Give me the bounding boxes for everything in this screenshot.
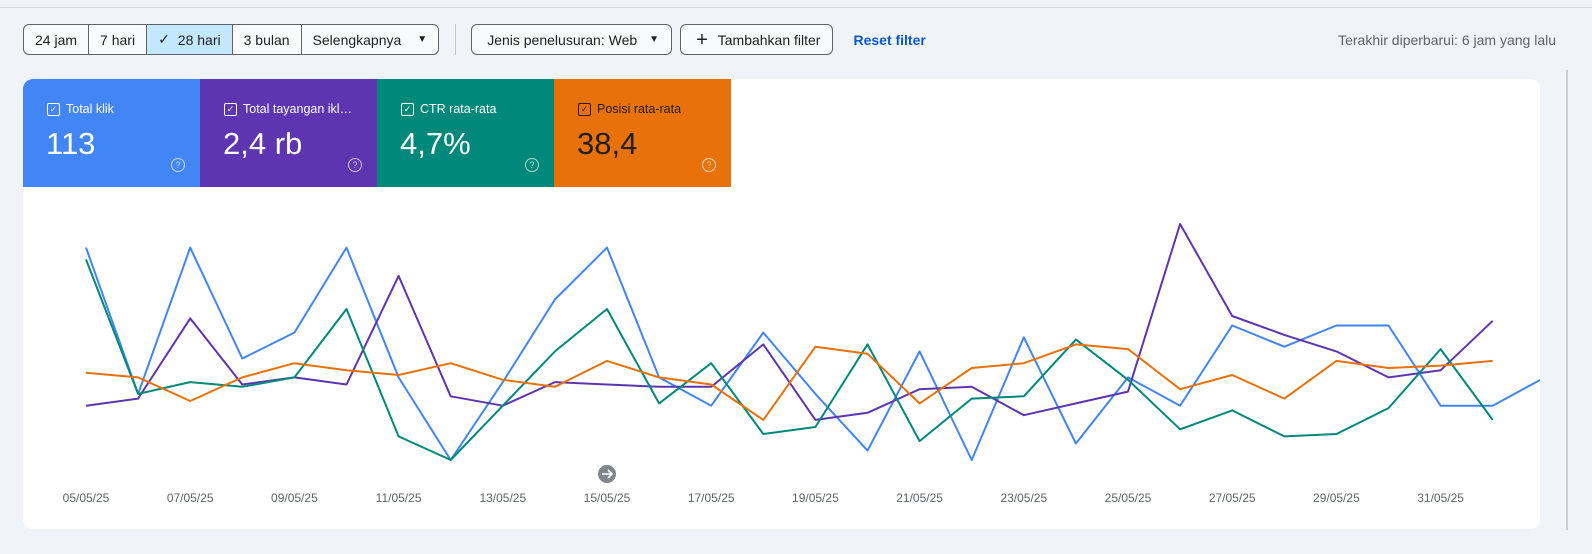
metric-value: 4,7% <box>400 126 471 161</box>
series-line-0[interactable] <box>85 246 1540 461</box>
metric-label: Total klik <box>66 102 114 116</box>
range-label: 7 hari <box>100 31 136 48</box>
x-tick-label: 27/05/25 <box>1209 491 1256 505</box>
last-updated-text: Terakhir diperbarui: 6 jam yang lalu <box>1338 32 1556 48</box>
metric-average-ctr[interactable]: ✓ CTR rata-rata 4,7% ? <box>377 79 554 187</box>
range-24h-button[interactable]: 24 jam <box>24 25 90 54</box>
help-icon[interactable]: ? <box>525 158 539 172</box>
date-range-selector: 24 jam 7 hari ✓ 28 hari 3 bulan Selengka… <box>23 24 440 55</box>
add-filter-label: Tambahkan filter <box>717 31 821 48</box>
range-3m-button[interactable]: 3 bulan <box>233 25 302 54</box>
search-type-label: Jenis penelusuran: Web <box>487 31 638 48</box>
performance-chart: 05/05/25 07/05/25 09/05/25 11/05/25 13/05/25… <box>63 223 1540 505</box>
metric-value: 113 <box>46 126 96 161</box>
x-tick-label: 29/05/25 <box>1313 491 1360 505</box>
series-line-1[interactable] <box>85 223 1494 421</box>
x-tick-label: 15/05/25 <box>584 491 631 505</box>
metric-total-clicks[interactable]: ✓ Total klik 113 ? <box>23 79 200 187</box>
range-28d-button[interactable]: ✓ 28 hari <box>147 25 233 54</box>
metric-label: Posisi rata-rata <box>597 102 682 116</box>
checkbox-checked-icon[interactable]: ✓ <box>401 102 414 116</box>
help-icon[interactable]: ? <box>702 158 716 172</box>
metric-label: CTR rata-rata <box>420 102 497 116</box>
caret-down-icon: ▼ <box>417 34 428 45</box>
plus-icon: + <box>696 28 708 51</box>
x-tick-label: 19/05/25 <box>792 491 839 505</box>
range-7d-button[interactable]: 7 hari <box>89 25 148 54</box>
range-label: 3 bulan <box>243 31 290 48</box>
x-tick-label: 05/05/25 <box>63 491 110 505</box>
performance-card: 05/05/25 07/05/25 09/05/25 11/05/25 13/05/25… <box>23 79 1540 529</box>
top-divider <box>0 7 1592 8</box>
checkbox-checked-icon[interactable]: ✓ <box>224 102 237 116</box>
help-icon[interactable]: ? <box>348 158 362 172</box>
checkbox-checked-icon[interactable]: ✓ <box>578 102 591 116</box>
scrollbar-edge <box>1566 70 1568 530</box>
help-icon[interactable]: ? <box>171 158 185 172</box>
checkbox-checked-icon[interactable]: ✓ <box>47 102 60 116</box>
x-tick-label: 25/05/25 <box>1105 491 1152 505</box>
x-tick-label: 13/05/25 <box>479 491 526 505</box>
caret-down-icon: ▼ <box>649 34 660 45</box>
range-more-dropdown[interactable]: Selengkapnya ▼ <box>302 25 439 54</box>
x-tick-label: 23/05/25 <box>1000 491 1047 505</box>
metric-total-impressions[interactable]: ✓ Total tayangan ikl… 2,4 rb ? <box>200 79 377 187</box>
range-label: Selengkapnya <box>312 31 402 48</box>
series-line-2[interactable] <box>85 259 1494 461</box>
x-tick-label: 11/05/25 <box>376 491 422 505</box>
search-type-dropdown[interactable]: Jenis penelusuran: Web ▼ <box>471 24 673 55</box>
metric-value: 2,4 rb <box>223 126 303 161</box>
series-line-3[interactable] <box>85 343 1493 421</box>
toolbar-divider <box>455 24 457 55</box>
x-tick-label: 31/05/25 <box>1417 491 1464 505</box>
metric-label: Total tayangan ikl… <box>243 102 353 116</box>
add-filter-button[interactable]: + Tambahkan filter <box>680 24 834 55</box>
metric-value: 38,4 <box>577 126 638 161</box>
x-tick-label: 21/05/25 <box>896 491 943 505</box>
annotation-marker-icon[interactable] <box>598 465 616 483</box>
filter-toolbar: 24 jam 7 hari ✓ 28 hari 3 bulan Selengka… <box>23 24 926 55</box>
x-tick-label: 07/05/25 <box>167 491 214 505</box>
range-label: 24 jam <box>35 31 78 48</box>
x-tick-label: 09/05/25 <box>271 491 318 505</box>
metric-average-position[interactable]: ✓ Posisi rata-rata 38,4 ? <box>554 79 731 187</box>
x-tick-label: 17/05/25 <box>688 491 735 505</box>
reset-filter-link[interactable]: Reset filter <box>853 31 926 48</box>
range-label: 28 hari <box>177 31 221 48</box>
checkmark-icon: ✓ <box>158 31 170 47</box>
